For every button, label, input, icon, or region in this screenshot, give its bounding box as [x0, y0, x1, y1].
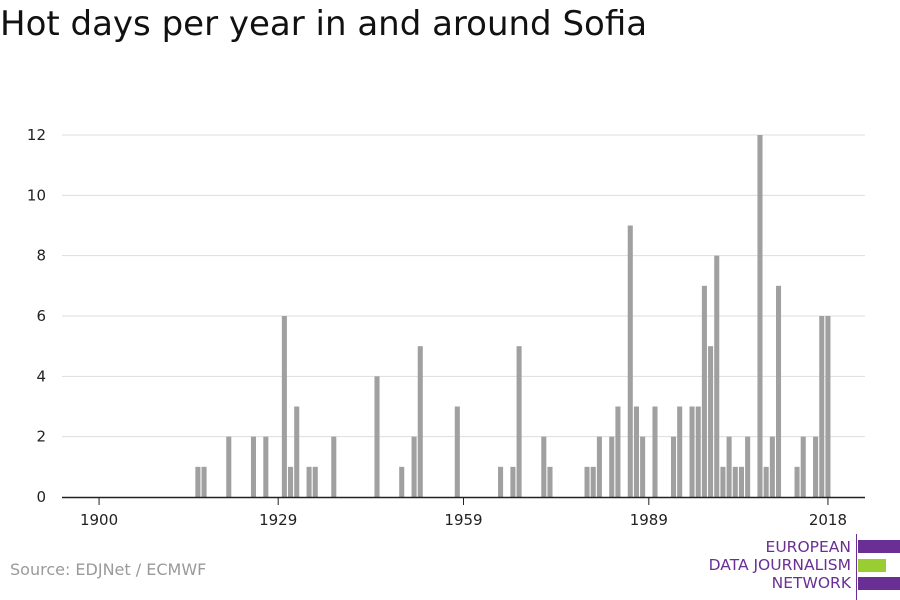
bar-2003 — [732, 466, 738, 497]
bar-1968 — [516, 346, 522, 497]
bar-2009 — [769, 436, 775, 497]
bar-1988 — [640, 436, 646, 497]
bar-1994 — [677, 406, 683, 497]
logo-bar-green — [858, 559, 886, 572]
bar-1930 — [281, 316, 287, 497]
bar-2018 — [825, 316, 831, 497]
bar-1983 — [609, 436, 615, 497]
gridlines — [62, 134, 865, 438]
bar-1945 — [374, 376, 380, 497]
logo-line-1: EUROPEAN — [765, 538, 851, 556]
y-tick-label: 10 — [27, 186, 46, 204]
bar-2001 — [720, 466, 726, 497]
bar-2000 — [714, 255, 720, 497]
bar-1980 — [590, 466, 596, 497]
bar-1996 — [689, 406, 695, 497]
bar-1967 — [510, 466, 516, 497]
bar-1965 — [498, 466, 504, 497]
bar-1938 — [331, 436, 337, 497]
bar-1990 — [652, 406, 658, 497]
bar-2010 — [775, 285, 782, 497]
x-tick-label: 1900 — [80, 511, 118, 529]
x-tick-label: 1929 — [259, 511, 297, 529]
bar-1993 — [670, 436, 677, 497]
bar-2014 — [800, 436, 806, 497]
y-tick-label: 0 — [36, 488, 46, 506]
bar-2005 — [745, 436, 751, 497]
bar-2008 — [763, 466, 769, 497]
chart-title: Hot days per year in and around Sofia — [0, 4, 648, 44]
bar-1916 — [195, 466, 201, 497]
logo-line-3: NETWORK — [771, 574, 851, 592]
bar-1925 — [250, 436, 257, 497]
logo-bar-purple-bottom — [858, 577, 900, 590]
logo-bar-purple-top — [858, 540, 900, 553]
bar-1984 — [615, 406, 621, 497]
bar-1986 — [627, 225, 633, 497]
y-tick-label: 8 — [36, 247, 46, 265]
x-tick-label: 1959 — [444, 511, 482, 529]
source-note: Source: EDJNet / ECMWF — [10, 560, 207, 579]
bar-1917 — [201, 466, 207, 497]
bar-1979 — [584, 466, 590, 497]
bar-2013 — [794, 466, 800, 497]
y-tick-label: 4 — [36, 367, 46, 385]
bar-1998 — [701, 285, 707, 497]
bars — [195, 135, 831, 497]
logo-divider — [856, 534, 857, 600]
y-tick-label: 2 — [36, 428, 46, 446]
bar-1987 — [633, 406, 639, 497]
edjnet-logo: EUROPEAN DATA JOURNALISM NETWORK — [700, 532, 900, 600]
bar-1931 — [288, 466, 294, 497]
bar-1958 — [454, 406, 460, 497]
bar-2002 — [726, 436, 732, 497]
bar-2017 — [819, 316, 825, 497]
logo-line-2: DATA JOURNALISM — [708, 556, 851, 574]
bar-2016 — [813, 436, 819, 497]
bar-1921 — [226, 436, 232, 497]
x-tick-label: 2018 — [809, 511, 847, 529]
bar-1981 — [596, 436, 602, 497]
bar-1935 — [312, 466, 318, 497]
bar-1952 — [417, 346, 423, 497]
x-tick-label: 1989 — [630, 511, 668, 529]
bar-1949 — [399, 466, 405, 497]
bar-1951 — [411, 436, 417, 497]
bar-1934 — [306, 466, 312, 497]
bar-2004 — [738, 466, 744, 497]
bar-1973 — [547, 466, 553, 497]
bar-1972 — [541, 436, 547, 497]
bar-1997 — [695, 406, 701, 497]
bar-1999 — [708, 346, 714, 497]
axes: 0 2 4 6 8 10 12 1900 1929 1959 1989 2018 — [27, 126, 865, 529]
bar-1932 — [294, 406, 300, 497]
y-tick-label: 6 — [36, 307, 46, 325]
bar-2007 — [757, 135, 763, 497]
bar-1927 — [263, 436, 269, 497]
y-tick-label: 12 — [27, 126, 46, 144]
